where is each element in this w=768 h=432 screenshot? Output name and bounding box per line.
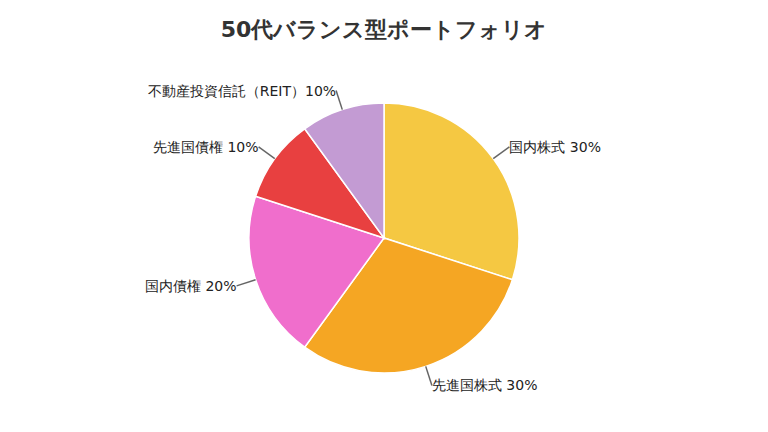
svg-text:不動産投資信託（REIT）10%: 不動産投資信託（REIT）10% (148, 83, 336, 99)
svg-text:国内債権 20%: 国内債権 20% (145, 278, 237, 294)
svg-text:先進国債権 10%: 先進国債権 10% (153, 139, 259, 155)
svg-text:国内株式 30%: 国内株式 30% (509, 139, 601, 155)
svg-text:先進国株式 30%: 先進国株式 30% (432, 377, 538, 393)
html-text:50代バランス型ポートフォリオ: 50代バランス型ポートフォリオ (220, 17, 548, 42)
